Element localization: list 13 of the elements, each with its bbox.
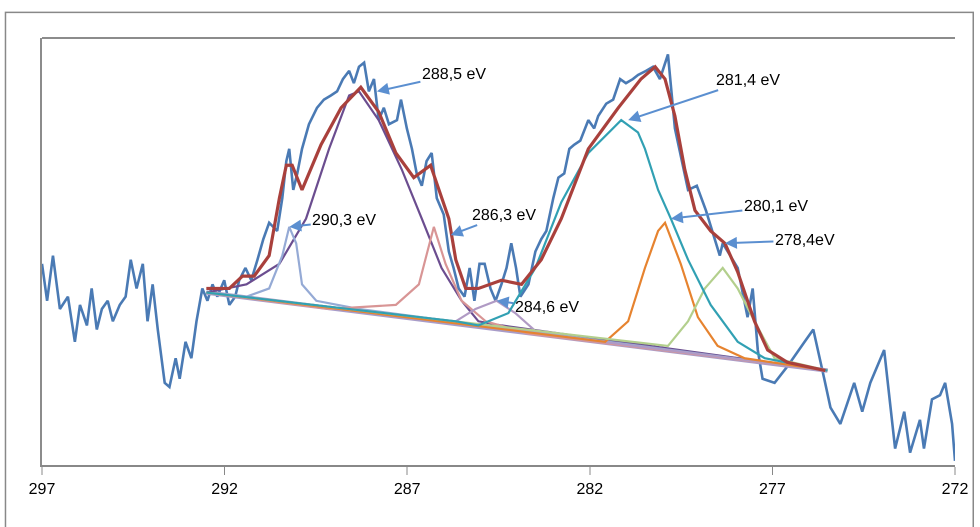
x-tick-label: 287 — [394, 481, 421, 498]
x-tick-label: 292 — [211, 481, 238, 498]
annotation: 280,1 eV — [744, 198, 808, 215]
annotation: 290,3 eV — [312, 212, 376, 229]
annotation: 288,5 eV — [422, 66, 486, 83]
annotation: 284,6 eV — [515, 299, 580, 316]
x-tick-label: 297 — [28, 481, 56, 498]
annotation: 278,4eV — [775, 232, 835, 249]
x-tick-label: 277 — [759, 481, 786, 498]
annotation: 286,3 eV — [472, 207, 536, 224]
annotation: 281,4 eV — [716, 72, 780, 89]
x-tick-label: 282 — [576, 481, 604, 498]
x-tick-label: 272 — [942, 481, 968, 498]
